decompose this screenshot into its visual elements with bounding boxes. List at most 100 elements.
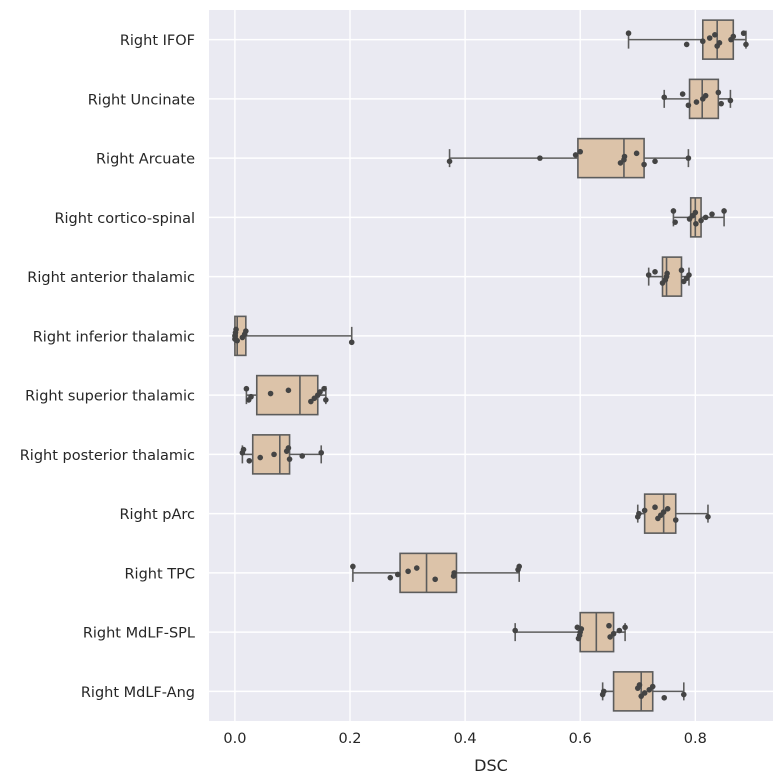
x-tick-label: 0.0 xyxy=(223,731,246,747)
data-point xyxy=(622,624,628,631)
data-point xyxy=(432,576,438,583)
data-point xyxy=(636,510,642,517)
data-point xyxy=(299,453,306,459)
y-tick-label: Right cortico-spinal xyxy=(54,211,195,227)
y-tick-label: Right superior thalamic xyxy=(25,389,195,405)
x-tick-label: 0.4 xyxy=(454,731,477,747)
data-point xyxy=(248,393,254,400)
y-tick-label: Right IFOF xyxy=(120,33,195,49)
data-point xyxy=(641,161,647,168)
data-point xyxy=(577,148,584,155)
data-point xyxy=(664,506,671,512)
data-point xyxy=(699,38,706,45)
data-point xyxy=(652,504,658,511)
data-point xyxy=(692,209,699,216)
data-point xyxy=(730,33,737,40)
data-point xyxy=(705,514,711,520)
data-point xyxy=(685,102,692,109)
y-tick-label: Right Uncinate xyxy=(88,92,195,108)
data-point xyxy=(740,30,747,37)
data-point xyxy=(641,507,648,514)
data-point xyxy=(243,328,249,334)
data-point xyxy=(702,214,709,221)
data-point xyxy=(683,41,690,48)
data-point xyxy=(271,451,277,458)
data-point xyxy=(743,41,749,48)
data-point xyxy=(702,92,709,99)
box-right-superior-thalamic xyxy=(245,374,327,416)
data-point xyxy=(537,155,543,161)
data-point xyxy=(451,570,457,576)
data-point xyxy=(709,211,715,217)
x-tick-label: 0.2 xyxy=(338,731,361,747)
box-rect xyxy=(251,434,291,475)
data-point xyxy=(257,454,264,461)
plot-area xyxy=(209,10,773,721)
data-point xyxy=(286,456,293,462)
data-point xyxy=(616,627,623,634)
data-point xyxy=(649,683,656,690)
data-point xyxy=(318,449,325,456)
data-point xyxy=(317,389,323,395)
data-point xyxy=(727,97,734,104)
data-point xyxy=(664,270,670,277)
data-point xyxy=(233,326,239,333)
data-point xyxy=(716,40,723,46)
data-point xyxy=(350,563,356,570)
y-tick-label: Right inferior thalamic xyxy=(33,329,195,345)
box-right-mdlf-spl xyxy=(514,611,626,653)
box-rect xyxy=(643,493,677,534)
data-point xyxy=(718,100,725,107)
x-tick-labels: 0.0 0.2 0.4 0.6 0.8 xyxy=(223,731,706,747)
data-point xyxy=(645,272,652,278)
y-tick-labels: Right IFOF Right Uncinate Right Arcuate Rig… xyxy=(20,33,195,701)
data-point xyxy=(678,267,685,274)
box-right-parc xyxy=(636,493,709,534)
data-point xyxy=(625,30,632,37)
data-point xyxy=(679,91,686,97)
data-point xyxy=(652,158,658,165)
data-point xyxy=(652,269,658,275)
box-rect xyxy=(577,137,645,179)
x-tick-label: 0.8 xyxy=(684,731,707,747)
data-point xyxy=(323,397,329,403)
y-tick-label: Right MdLF-Ang xyxy=(81,685,195,701)
data-point xyxy=(285,445,292,451)
data-point xyxy=(721,208,727,214)
data-point xyxy=(636,682,643,688)
data-point xyxy=(633,150,640,157)
data-point xyxy=(672,219,678,225)
data-point xyxy=(516,563,522,570)
data-point xyxy=(680,691,687,698)
data-point xyxy=(698,217,704,224)
box-right-posterior-thalamic xyxy=(241,434,323,475)
data-point xyxy=(446,158,453,165)
box-rect xyxy=(255,374,319,416)
data-point xyxy=(715,89,722,96)
data-point xyxy=(246,457,253,464)
data-point xyxy=(670,208,677,214)
data-point xyxy=(641,690,648,696)
data-point xyxy=(661,694,668,701)
data-point xyxy=(660,509,667,515)
data-point xyxy=(606,622,612,629)
data-point xyxy=(706,35,713,41)
data-point xyxy=(661,94,668,101)
data-point xyxy=(348,339,355,346)
box-right-tpc xyxy=(352,552,521,594)
data-point xyxy=(394,571,401,578)
data-point xyxy=(578,626,585,632)
box-series xyxy=(234,19,747,712)
y-tick-label: Right posterior thalamic xyxy=(20,448,195,464)
y-tick-label: Right MdLF-SPL xyxy=(83,626,195,642)
x-axis-label: DSC xyxy=(474,756,508,775)
y-tick-label: Right pArc xyxy=(119,507,195,523)
data-point xyxy=(686,272,692,278)
data-point xyxy=(712,32,718,38)
data-point xyxy=(601,688,607,695)
data-point xyxy=(572,152,579,158)
data-point xyxy=(512,627,518,634)
strip-points xyxy=(232,30,749,701)
y-tick-label: Right Arcuate xyxy=(96,152,195,168)
